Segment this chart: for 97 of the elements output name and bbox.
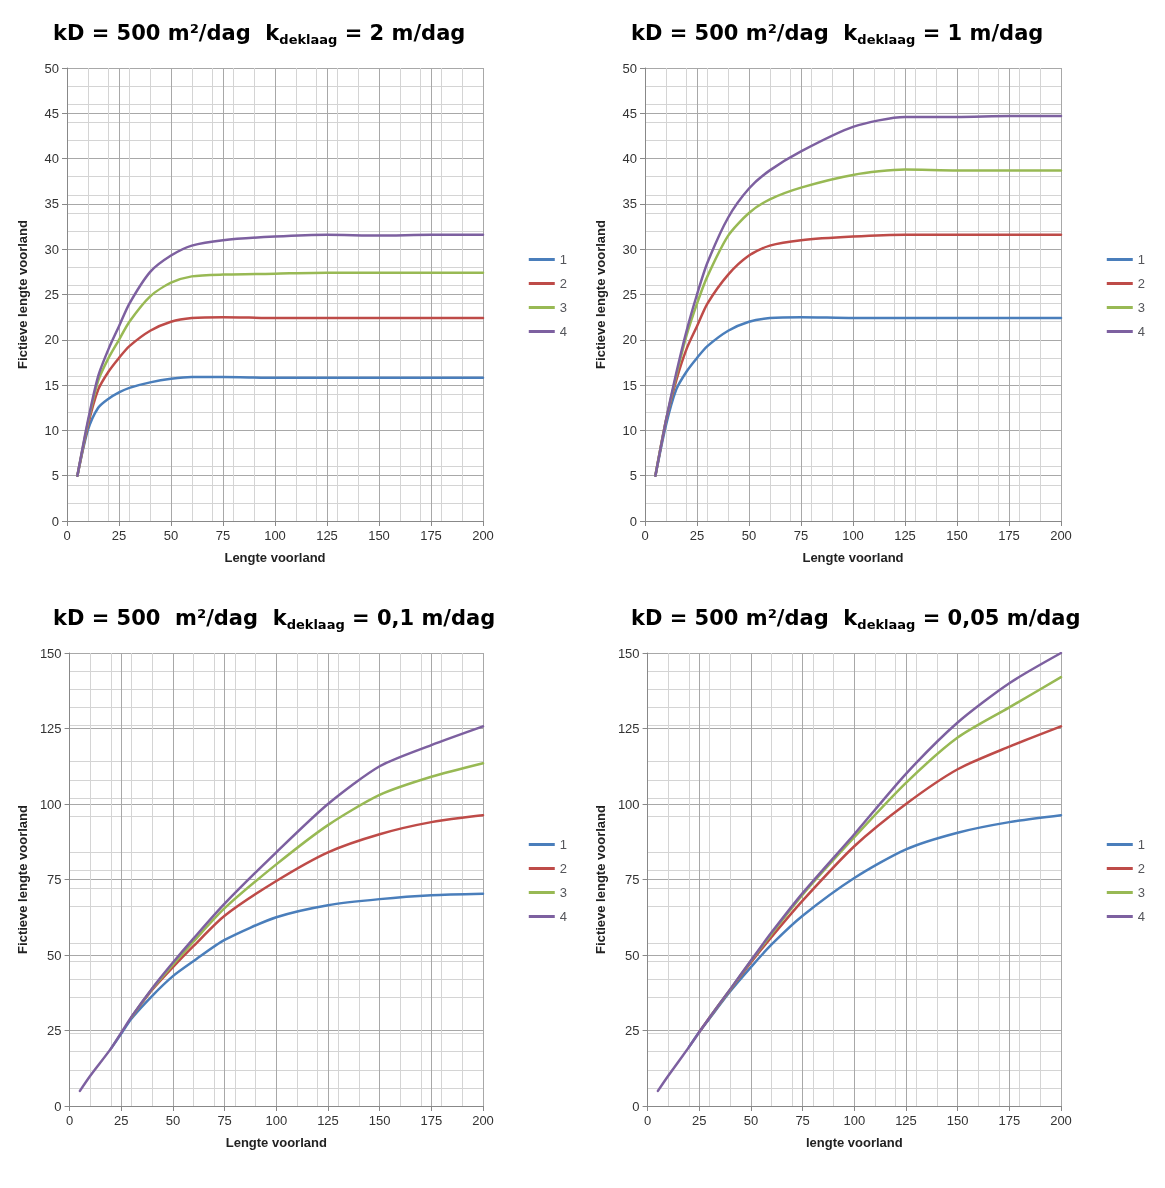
y-tick-label: 100 (39, 796, 62, 812)
x-tick-label: 200 (472, 528, 494, 543)
legend-label: 3 (1137, 300, 1145, 315)
y-tick-label: 150 (39, 645, 62, 661)
x-tick-label: 150 (946, 528, 968, 543)
x-tick-label: 200 (1050, 528, 1072, 543)
y-axis-title: Fictieve lengte voorland (15, 220, 30, 369)
y-tick-label: 20 (622, 332, 637, 348)
y-tick-label: 75 (47, 872, 62, 887)
y-tick-label: 40 (622, 151, 637, 167)
y-tick-label: 25 (47, 1023, 62, 1038)
y-tick-label: 50 (44, 60, 59, 76)
y-tick-label: 10 (622, 422, 637, 438)
y-axis-title: Fictieve lengte voorland (593, 805, 608, 954)
y-tick-label: 150 (617, 645, 640, 661)
y-tick-label: 100 (617, 796, 640, 812)
y-tick-label: 50 (622, 60, 637, 76)
y-axis-title: Fictieve lengte voorland (593, 220, 608, 369)
x-tick-label: 50 (165, 1113, 181, 1128)
line-series (76, 233, 485, 477)
legend-label: 3 (559, 885, 567, 900)
x-tick-label: 200 (1050, 1113, 1072, 1128)
x-tick-label: 150 (368, 1113, 391, 1128)
x-tick-label: 125 (316, 528, 338, 543)
y-tick-label: 10 (44, 422, 59, 438)
line-series (656, 651, 1063, 1093)
legend-label: 2 (559, 861, 567, 876)
x-tick-label: 0 (65, 1113, 74, 1128)
y-tick-label: 50 (47, 947, 62, 963)
x-tick-label: 150 (946, 1113, 969, 1128)
legend-label: 2 (1137, 276, 1145, 291)
x-tick-label: 75 (795, 1113, 810, 1128)
legend-label: 4 (559, 909, 567, 924)
legend-label: 3 (559, 300, 567, 315)
legend-label: 1 (559, 837, 567, 852)
x-tick-label: 100 (843, 1113, 866, 1128)
x-tick-label: 50 (743, 1113, 759, 1128)
y-tick-label: 50 (625, 947, 640, 963)
x-tick-label: 25 (689, 528, 705, 543)
x-tick-label: 0 (643, 1113, 652, 1128)
x-tick-label: 75 (793, 528, 809, 543)
y-tick-label: 75 (625, 872, 640, 887)
y-tick-label: 45 (622, 105, 637, 121)
x-tick-label: 100 (842, 528, 864, 543)
y-tick-label: 40 (44, 151, 59, 167)
y-tick-label: 20 (44, 332, 59, 348)
y-tick-label: 30 (44, 241, 59, 257)
y-tick-label: 25 (622, 287, 637, 302)
x-tick-label: 175 (420, 528, 442, 543)
x-tick-label: 175 (998, 1113, 1021, 1128)
x-axis-title: Lengte voorland (224, 550, 326, 565)
x-tick-label: 50 (163, 528, 179, 543)
x-tick-label: 75 (215, 528, 231, 543)
y-tick-label: 125 (617, 721, 640, 736)
y-tick-label: 5 (51, 468, 59, 484)
y-tick-label: 25 (625, 1023, 640, 1038)
y-tick-label: 15 (44, 377, 59, 393)
legend-label: 4 (559, 324, 567, 339)
x-tick-label: 150 (368, 528, 390, 543)
legend-label: 1 (559, 252, 567, 267)
x-tick-label: 175 (420, 1113, 443, 1128)
y-tick-label: 15 (622, 377, 637, 393)
x-tick-label: 100 (265, 1113, 288, 1128)
y-tick-label: 125 (39, 721, 62, 736)
y-tick-label: 35 (622, 196, 637, 212)
x-axis-title: Lengte voorland (225, 1135, 327, 1150)
x-tick-label: 25 (114, 1113, 129, 1128)
x-tick-label: 125 (317, 1113, 339, 1128)
y-tick-label: 0 (629, 513, 637, 529)
y-tick-label: 45 (44, 105, 59, 121)
x-tick-label: 25 (111, 528, 127, 543)
x-tick-label: 25 (692, 1113, 707, 1128)
x-axis-title: Lengte voorland (802, 550, 904, 565)
y-tick-label: 35 (44, 196, 59, 212)
y-tick-label: 25 (44, 287, 59, 302)
x-tick-label: 125 (894, 528, 916, 543)
x-tick-label: 75 (217, 1113, 232, 1128)
y-tick-label: 0 (632, 1098, 640, 1114)
x-tick-label: 200 (472, 1113, 494, 1128)
legend-label: 3 (1137, 885, 1145, 900)
x-tick-label: 175 (998, 528, 1020, 543)
x-tick-label: 100 (264, 528, 286, 543)
legend-label: 1 (1137, 252, 1145, 267)
legend-label: 4 (1137, 909, 1145, 924)
y-tick-label: 30 (622, 241, 637, 257)
x-tick-label: 50 (741, 528, 757, 543)
legend-label: 1 (1137, 837, 1145, 852)
x-tick-label: 125 (895, 1113, 917, 1128)
y-axis-title: Fictieve lengte voorland (15, 805, 30, 954)
y-tick-label: 0 (54, 1098, 62, 1114)
legend-label: 4 (1137, 324, 1145, 339)
legend-label: 2 (1137, 861, 1145, 876)
x-axis-title: lengte voorland (805, 1135, 903, 1150)
line-series (78, 725, 485, 1093)
legend-label: 2 (559, 276, 567, 291)
y-tick-label: 5 (629, 468, 637, 484)
y-tick-label: 0 (51, 513, 59, 529)
